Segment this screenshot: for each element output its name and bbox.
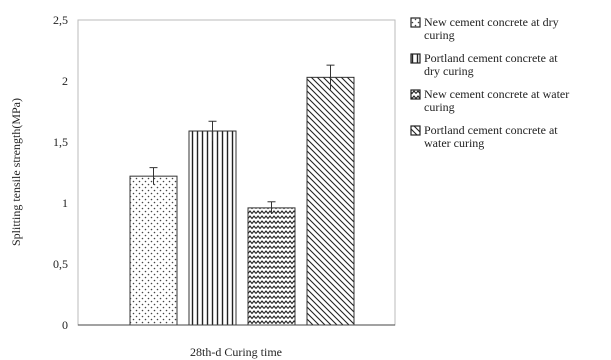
legend-swatch [410,53,421,64]
legend-item-2: Portland cement concrete at dry curing [410,51,558,78]
error-bar-1 [149,167,158,185]
bar-1 [129,175,178,326]
error-bar-2 [208,120,217,141]
y-tick-label: 0 [62,318,68,332]
legend-swatch [410,17,421,28]
error-bar-4 [326,64,335,90]
x-axis-category-label: 28th-d Curing time [190,345,282,359]
bar-4 [306,76,355,326]
y-tick-label: 2,5 [53,13,68,27]
legend-item-4: Portland cement concrete at water curing [410,123,558,150]
legend-swatch [410,89,421,100]
legend-label: New cement concrete at water curing [424,87,569,114]
legend-label: Portland cement concrete at water curing [424,123,558,150]
y-axis-title: Splitting tensile strength(MPa) [9,98,23,246]
bar-2 [188,130,237,326]
legend-label: New cement concrete at dry curing [424,15,559,42]
y-tick-label: 2 [62,74,68,88]
legend-swatch [410,125,421,136]
legend-item-1: New cement concrete at dry curing [410,15,559,42]
legend: New cement concrete at dry curing Portland… [410,15,569,150]
legend-item-3: New cement concrete at water curing [410,87,569,114]
y-axis-ticks: 0 0,5 1 1,5 2 2,5 [53,13,68,332]
y-tick-label: 0,5 [53,257,68,271]
error-bars-group [149,64,335,214]
bar-3 [247,207,296,326]
y-tick-label: 1 [62,196,68,210]
y-tick-label: 1,5 [53,135,68,149]
legend-label: Portland cement concrete at dry curing [424,51,558,78]
error-bar-3 [267,201,276,214]
